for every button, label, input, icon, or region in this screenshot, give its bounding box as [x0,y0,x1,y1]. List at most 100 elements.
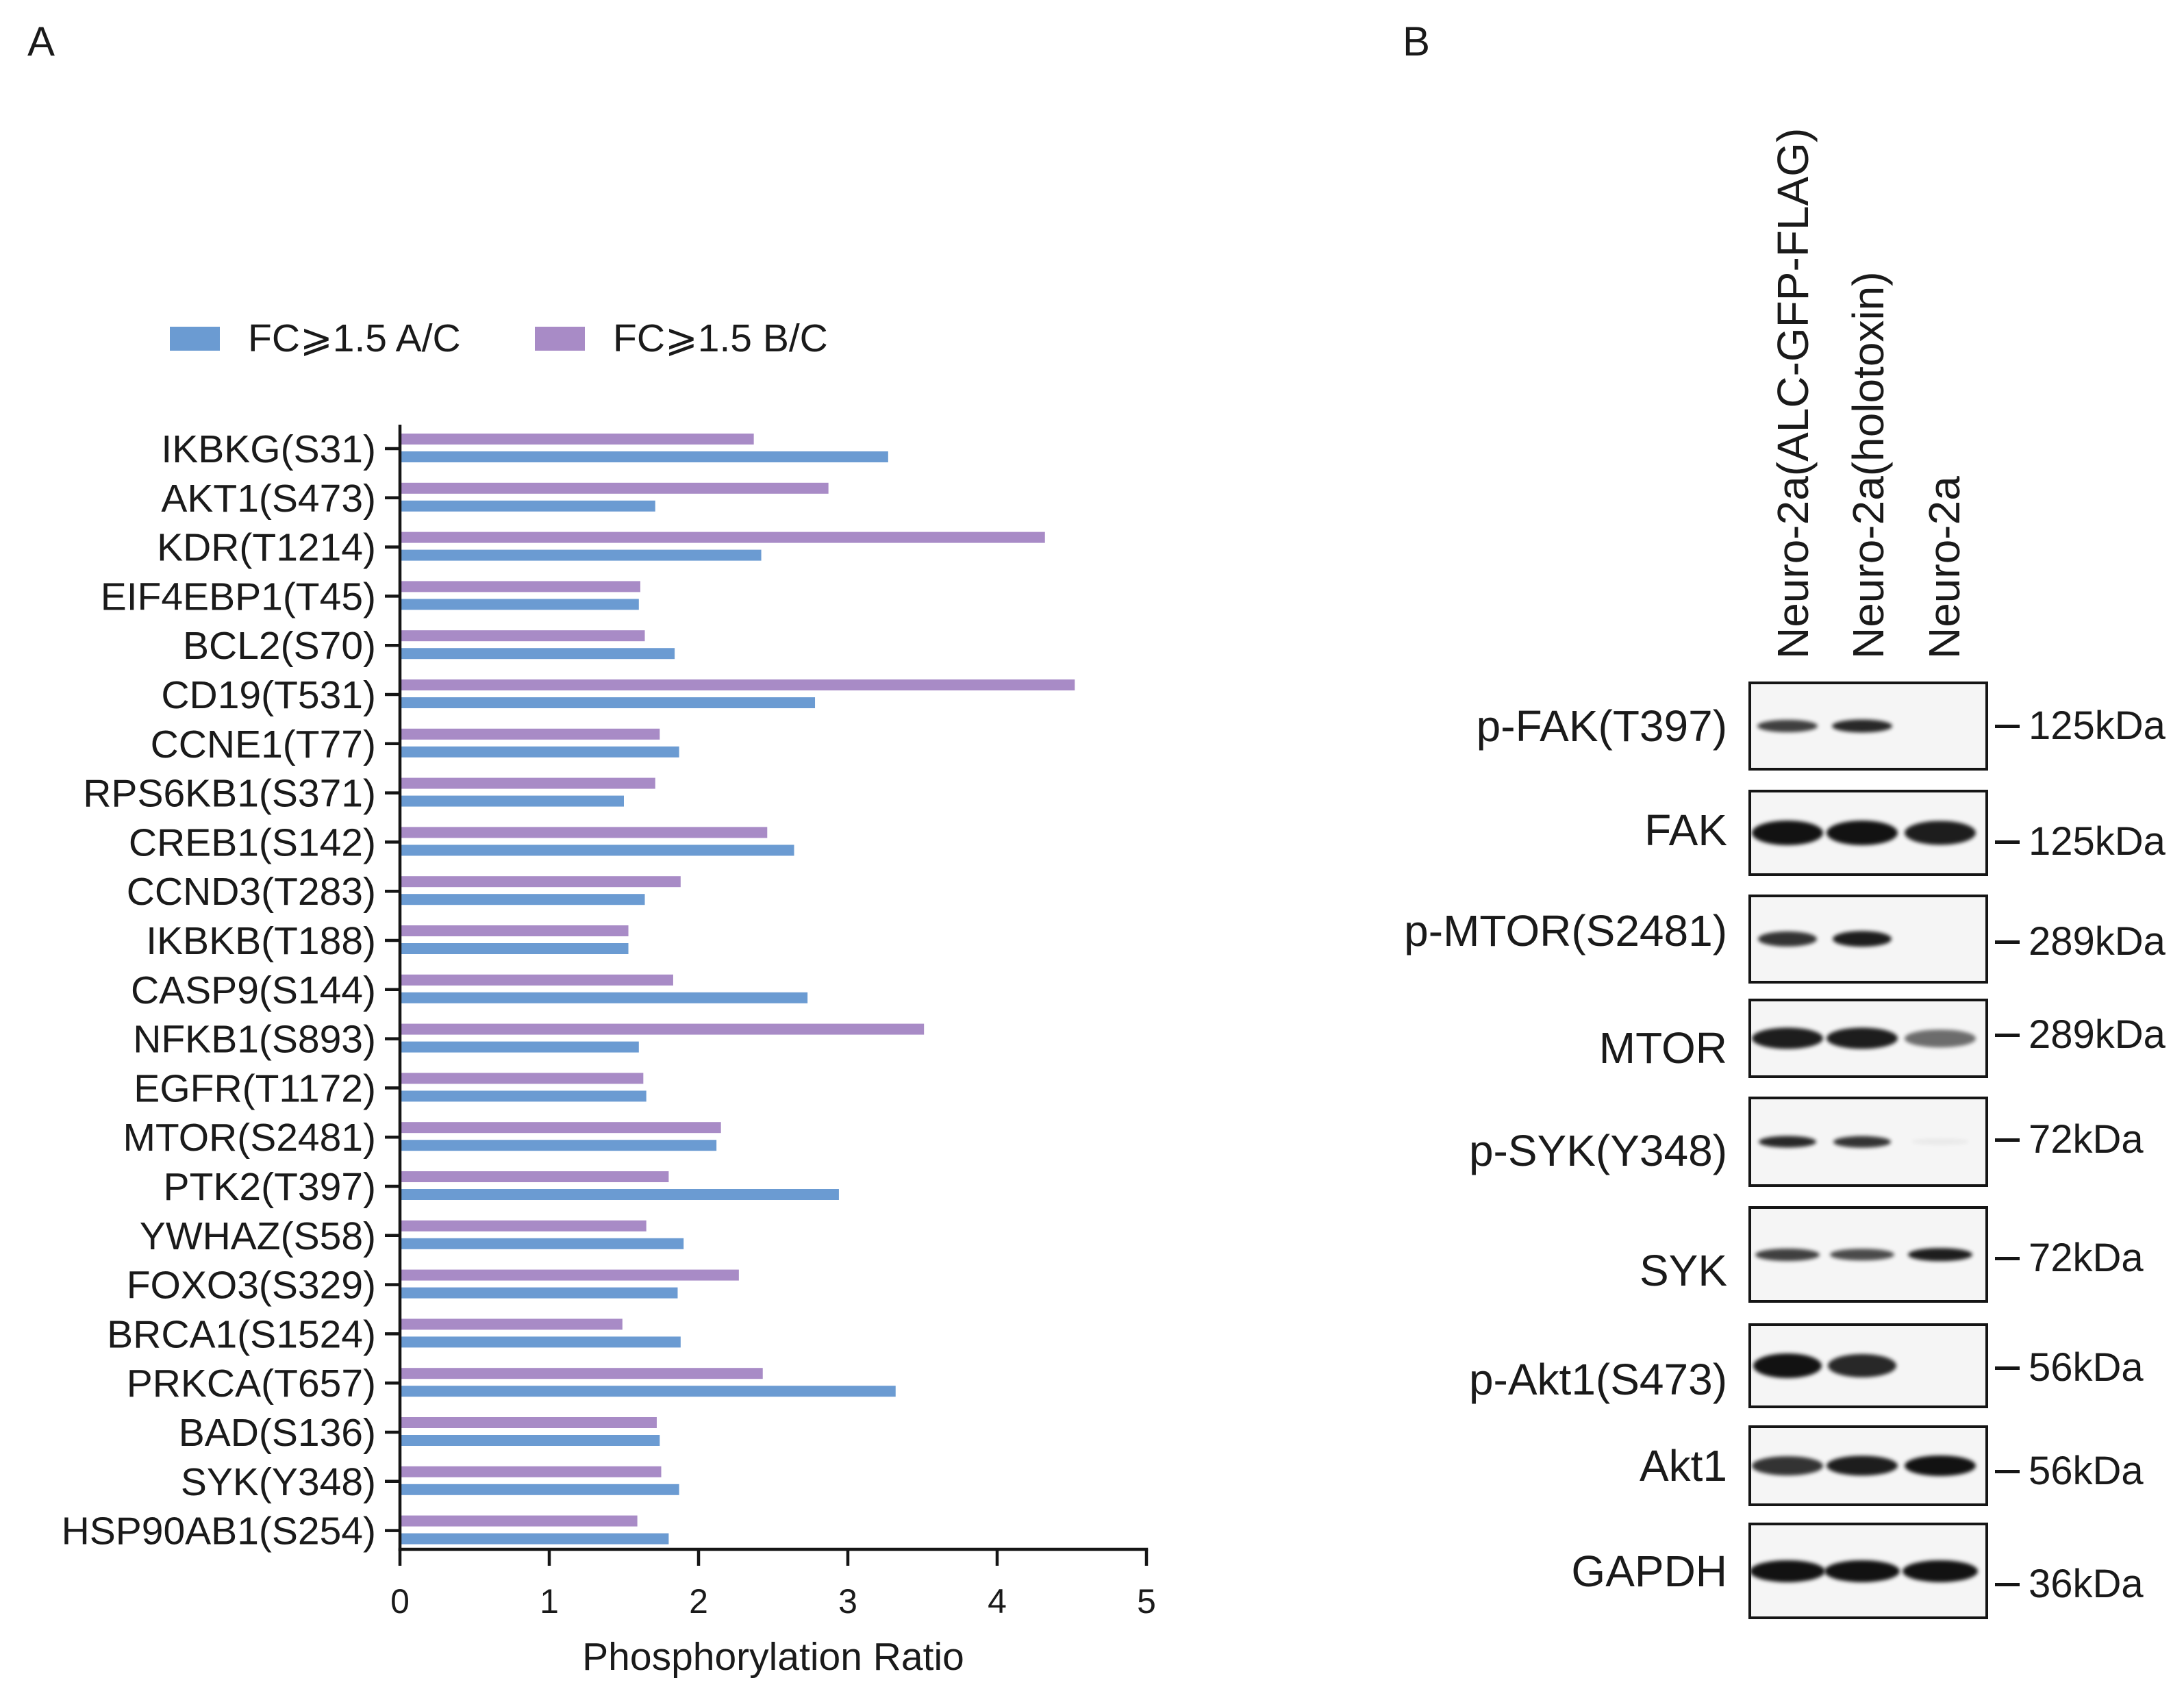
protein-label: p-MTOR(S2481) [1404,906,1727,955]
legend-item-b-c: FC⩾1.5 B/C [535,316,828,360]
blot-panel [1748,1323,1988,1408]
bar-a-c [400,599,639,610]
category-label: HSP90AB1(S254) [62,1510,376,1553]
bar-b-c [400,581,640,592]
band [1755,1248,1820,1261]
category-label: IKBKB(T188) [146,919,376,963]
protein-label: MTOR [1598,1023,1727,1073]
category-label: BAD(S136) [179,1411,376,1455]
marker-label: 56kDa [2029,1345,2144,1390]
legend-item-a-c: FC⩾1.5 A/C [170,316,461,360]
band [1824,1560,1900,1582]
marker-tick [1995,1582,2020,1586]
category-label: RPS6KB1(S371) [83,772,376,816]
marker-tick [1995,1366,2020,1370]
marker-label: 289kDa [2029,1012,2166,1057]
bar-b-c [400,1023,925,1035]
bar-a-c [400,1041,639,1053]
band [1905,1029,1976,1047]
bar-b-c [400,1515,638,1527]
x-tick-label: 2 [689,1582,708,1621]
lane-label: Neuro-2a(ALC-GFP-FLAG) [1768,127,1818,659]
category-label: MTOR(S2481) [123,1116,376,1160]
category-label: KDR(T1214) [157,526,376,570]
x-axis-title: Phosphorylation Ratio [582,1635,964,1679]
band [1833,931,1892,947]
lane-label: Neuro-2a [1920,476,1969,659]
bar-a-c [400,845,794,856]
category-label: PRKCA(T657) [127,1362,376,1405]
category-label: AKT1(S473) [161,477,376,521]
blot-panel [1748,790,1988,876]
band [1828,1353,1896,1378]
bar-b-c [400,1417,657,1428]
category-label: CCNE1(T77) [151,723,376,766]
bar-b-c [400,974,673,986]
band [1905,1455,1976,1476]
bar-a-c [400,1140,717,1151]
legend-swatch [170,326,220,351]
bar-a-c [400,1435,660,1446]
bar-a-c [400,943,629,954]
marker-tick [1995,724,2020,728]
bar-a-c [400,451,888,462]
x-tick-label: 1 [540,1582,559,1621]
bar-a-c [400,1090,647,1102]
bar-a-c [400,992,808,1003]
bar-a-c [400,1484,679,1495]
category-label: SYK(Y348) [181,1460,376,1504]
bar-a-c [400,697,816,708]
blot-panel [1748,682,1988,771]
panel-a-label: A [27,18,55,64]
bar-a-c [400,648,675,660]
bar-a-c [400,549,762,561]
category-label: FOXO3(S329) [127,1264,376,1308]
band [1833,1136,1891,1148]
x-tick-label: 5 [1137,1582,1156,1621]
bar-b-c [400,827,768,838]
bar-a-c [400,795,624,807]
bar-a-c [400,894,645,905]
legend-swatch [535,326,585,351]
bar-a-c [400,1238,684,1249]
x-tick-label: 0 [390,1582,410,1621]
bar-a-c [400,746,679,758]
bar-b-c [400,630,645,642]
legend-label: FC⩾1.5 B/C [613,316,828,360]
band [1911,1138,1969,1145]
bar-b-c [400,1368,763,1379]
marker-label: 125kDa [2029,819,2166,864]
band [1752,821,1823,845]
legend-label: FC⩾1.5 A/C [248,316,461,360]
category-label: CCND3(T283) [127,870,376,914]
category-label: BCL2(S70) [183,624,376,668]
band [1757,720,1818,732]
bar-b-c [400,1318,623,1330]
bar-a-c [400,1287,678,1299]
blot-panel [1748,1097,1988,1187]
bar-a-c [400,1336,681,1348]
bar-a-c [400,1189,839,1200]
band [1903,1560,1978,1582]
protein-label: GAPDH [1571,1547,1727,1596]
category-label: NFKB1(S893) [133,1018,376,1062]
marker-label: 56kDa [2029,1449,2144,1493]
marker-label: 72kDa [2029,1117,2144,1162]
band [1752,1456,1823,1475]
x-tick-label: 4 [988,1582,1007,1621]
bar-b-c [400,728,660,740]
protein-label: p-FAK(T397) [1476,701,1727,751]
bar-b-c [400,1171,669,1182]
marker-tick [1995,1033,2020,1037]
marker-label: 36kDa [2029,1562,2144,1606]
x-tick-label: 3 [838,1582,857,1621]
marker-label: 72kDa [2029,1236,2144,1280]
blot-panel [1748,895,1988,984]
bar-b-c [400,1220,647,1232]
category-label: EIF4EBP1(T45) [101,575,376,618]
marker-label: 125kDa [2029,703,2166,748]
band [1827,1027,1898,1049]
category-label: EGFR(T1172) [134,1066,376,1110]
band [1908,1247,1972,1262]
protein-label: p-Akt1(S473) [1468,1355,1727,1404]
